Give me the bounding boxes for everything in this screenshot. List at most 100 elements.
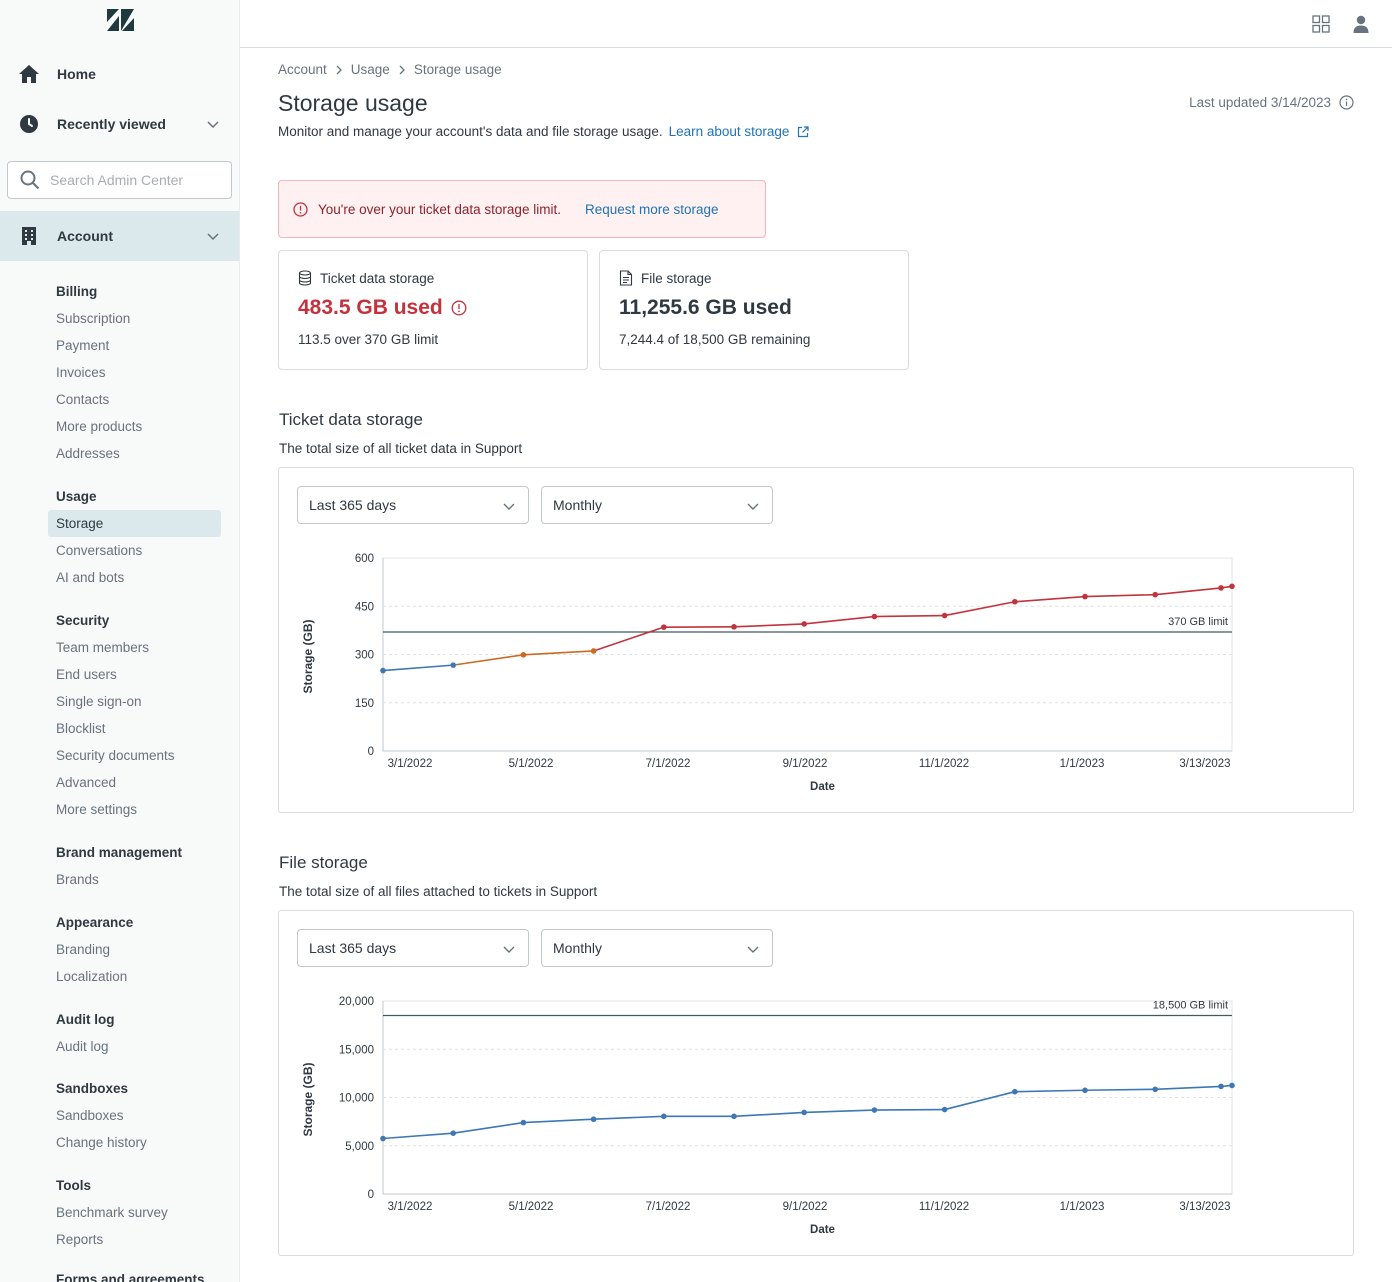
learn-link-label: Learn about storage [668,124,790,139]
data-point[interactable] [731,1113,737,1120]
data-point[interactable] [450,1130,457,1137]
data-point[interactable] [801,1109,808,1116]
data-point[interactable] [871,1107,878,1113]
sidebar-link[interactable]: Sandboxes [56,1108,124,1123]
chevron-down-icon [747,503,759,510]
data-point[interactable] [801,621,808,627]
data-point[interactable] [1229,583,1235,590]
sidebar-link[interactable]: Storage [48,510,221,537]
data-point[interactable] [1152,1086,1159,1093]
data-point[interactable] [380,667,386,674]
data-point[interactable] [1012,1088,1018,1095]
series-segment [1014,595,1086,603]
x-tick-label: 9/1/2022 [783,758,828,770]
zendesk-logo[interactable] [107,9,134,31]
sidebar-link[interactable]: Audit log [56,1039,109,1054]
data-point[interactable] [1082,593,1088,600]
ticket-card-sub: 113.5 over 370 GB limit [298,332,439,347]
ticket-range-select[interactable]: Last 365 days [297,486,529,524]
sidebar-link[interactable]: Reports [56,1232,104,1247]
sidebar-link[interactable]: Change history [56,1135,147,1150]
alert-error-icon[interactable] [451,300,467,316]
series-segment [733,1111,805,1118]
x-axis-title: Date [810,781,835,793]
x-tick-label: 1/1/2023 [1060,758,1105,770]
series-segment [593,626,665,652]
breadcrumb-account[interactable]: Account [278,62,327,77]
products-grid-icon[interactable] [1311,14,1331,34]
sidebar-link[interactable]: Addresses [56,446,120,461]
data-point[interactable] [450,662,457,668]
data-point[interactable] [1152,591,1159,598]
data-point[interactable] [1229,1082,1235,1089]
data-point[interactable] [590,1116,597,1123]
sidebar-link[interactable]: Branding [56,942,111,957]
breadcrumb-usage[interactable]: Usage [350,62,390,77]
file-section-title: File storage [279,853,368,872]
sidebar-link[interactable]: More settings [56,802,138,817]
nav-account[interactable]: Account [0,211,239,261]
data-point[interactable] [731,624,737,630]
sidebar-link[interactable]: Single sign-on [56,694,142,709]
breadcrumb: Account Usage Storage usage [278,62,502,77]
sidebar-link[interactable]: Security documents [56,748,175,763]
data-point[interactable] [661,1113,667,1120]
sidebar-link[interactable]: Benchmark survey [56,1205,168,1220]
document-icon [619,270,633,286]
external-link-icon[interactable] [797,125,810,138]
sidebar-link[interactable]: Contacts [56,392,110,407]
file-range-select[interactable]: Last 365 days [297,929,529,967]
file-card-value: 11,255.6 GB used [619,296,792,319]
series-segment [382,1132,454,1140]
data-point[interactable] [1218,585,1224,591]
sidebar-link[interactable]: Localization [56,969,128,984]
sidebar-link[interactable]: Conversations [56,543,143,558]
sidebar-link[interactable]: Team members [56,640,150,655]
chevron-down-icon [747,946,759,953]
data-point[interactable] [520,652,527,658]
last-updated: Last updated 3/14/2023 [1189,95,1354,110]
data-point[interactable] [1082,1087,1088,1094]
sidebar-link[interactable]: Brands [56,872,99,887]
x-tick-label: 3/13/2023 [1179,758,1230,770]
request-more-storage-link[interactable]: Request more storage [584,201,719,217]
data-point[interactable] [1218,1083,1224,1090]
file-card-sub: 7,244.4 of 18,500 GB remaining [619,332,811,347]
sidebar-link[interactable]: Advanced [56,775,117,790]
data-point[interactable] [871,613,878,620]
search-input[interactable] [50,172,220,188]
y-tick-label: 300 [355,650,374,662]
sidebar-link[interactable]: Subscription [56,311,131,326]
series-segment [523,1118,594,1124]
user-avatar-icon[interactable] [1351,14,1371,34]
sidebar-link[interactable]: End users [56,667,117,682]
ticket-interval-select[interactable]: Monthly [541,486,773,524]
sidebar-link[interactable]: Blocklist [56,721,106,736]
x-tick-label: 7/1/2022 [646,758,691,770]
data-point[interactable] [941,1106,948,1113]
data-point[interactable] [520,1119,527,1126]
sidebar-link[interactable]: AI and bots [56,570,125,585]
sidebar-link[interactable]: Payment [56,338,110,353]
data-point[interactable] [1012,598,1018,605]
sidebar-section-title: Billing [56,284,98,299]
y-axis-title: Storage (GB) [301,1062,315,1136]
info-icon[interactable] [1339,95,1354,110]
data-point[interactable] [590,648,597,654]
data-point[interactable] [380,1135,386,1142]
file-interval-value: Monthly [553,940,603,956]
nav-recently-viewed[interactable]: Recently viewed [0,99,239,149]
file-interval-select[interactable]: Monthly [541,929,773,967]
learn-about-storage-link[interactable]: Learn about storage [669,124,790,139]
series-segment [453,654,524,666]
data-point[interactable] [661,624,667,630]
series-segment [382,664,454,672]
series-segment [874,614,945,618]
search-field[interactable] [7,161,232,199]
nav-home[interactable]: Home [0,49,239,99]
sidebar-link[interactable]: More products [56,419,143,434]
sidebar-link[interactable]: Invoices [56,365,106,380]
data-point[interactable] [941,612,948,619]
sidebar-section-title: Sandboxes [56,1081,129,1096]
x-tick-label: 3/13/2023 [1179,1201,1230,1213]
